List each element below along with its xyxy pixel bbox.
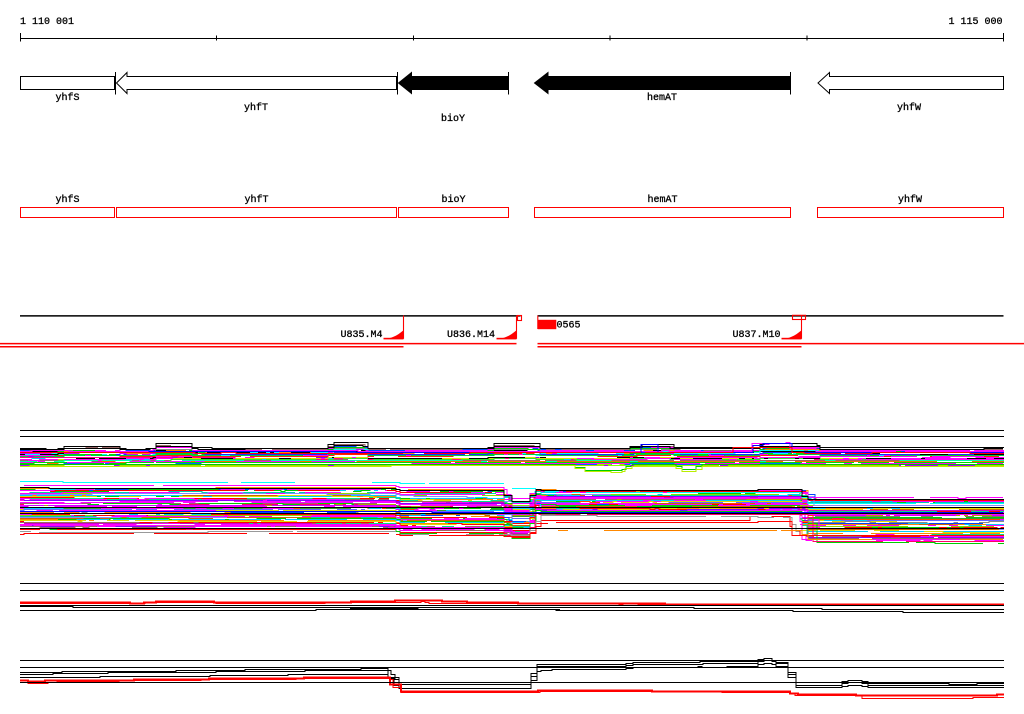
svg-text:U836.M14: U836.M14 <box>447 330 495 341</box>
svg-text:0565: 0565 <box>557 321 581 332</box>
svg-text:1 115 000: 1 115 000 <box>948 17 1002 28</box>
svg-text:U837.M10: U837.M10 <box>732 330 780 341</box>
svg-text:yhfS: yhfS <box>55 92 79 104</box>
svg-text:bioY: bioY <box>441 113 465 125</box>
svg-text:yhfW: yhfW <box>897 102 921 114</box>
svg-text:yhfT: yhfT <box>244 194 268 206</box>
svg-text:yhfW: yhfW <box>898 194 922 206</box>
svg-text:yhfT: yhfT <box>244 102 268 114</box>
svg-text:bioY: bioY <box>441 194 465 206</box>
svg-text:1 110 001: 1 110 001 <box>20 17 74 28</box>
svg-text:U835.M4: U835.M4 <box>340 330 382 341</box>
svg-text:yhfS: yhfS <box>55 194 79 206</box>
svg-text:hemAT: hemAT <box>647 194 677 206</box>
svg-text:hemAT: hemAT <box>647 92 677 104</box>
